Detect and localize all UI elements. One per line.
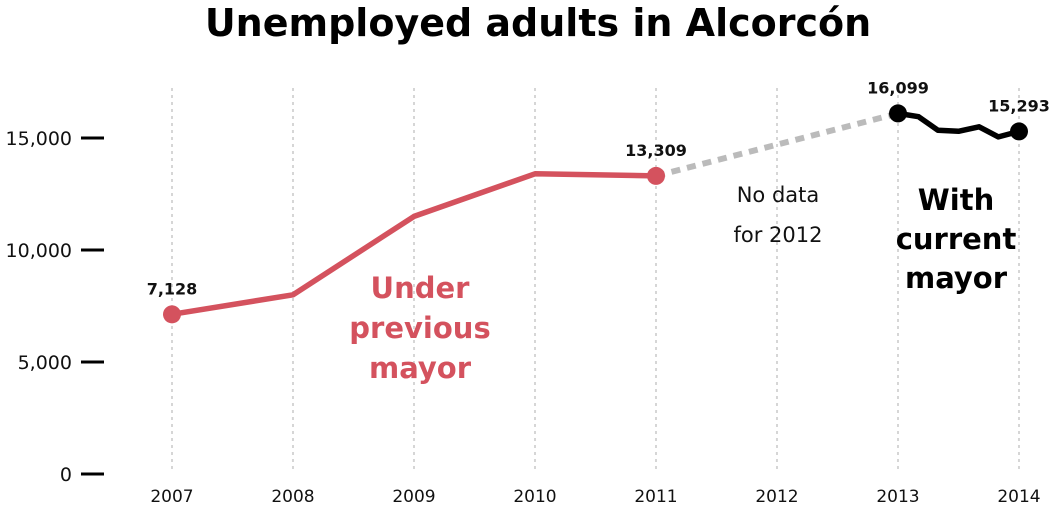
- annotation-current-mayor: With current mayor: [896, 183, 1017, 295]
- chart-title: Unemployed adults in Alcorcón: [205, 1, 871, 45]
- x-tick-label-2014: 2014: [997, 487, 1040, 507]
- no-data-connector: [655, 110, 899, 179]
- data-label-2013: 16,099: [867, 78, 929, 97]
- data-label-2011: 13,309: [625, 141, 687, 160]
- grid-layer: 2007 2008 2009 2010 2011 2012 2013 2014 0 5,000 10…: [6, 88, 1041, 507]
- current-mayor-line: [895, 110, 1022, 140]
- annotation-previous-mayor: Under previous mayor: [349, 271, 490, 385]
- y-tick-label-10000: 10,000: [6, 240, 72, 262]
- y-tick-label-0: 0: [60, 464, 72, 486]
- annotation-layer: No data for 2012 Under previous mayor With cur…: [349, 183, 1016, 385]
- x-tick-label-2013: 2013: [876, 487, 919, 507]
- x-tick-label-2008: 2008: [271, 487, 314, 507]
- data-label-2007: 7,128: [147, 279, 198, 298]
- x-tick-label-2009: 2009: [392, 487, 435, 507]
- y-tick-label-5000: 5,000: [18, 352, 72, 374]
- marker-2013: [889, 104, 907, 123]
- y-tick-label-15000: 15,000: [6, 128, 72, 150]
- labels-layer: 7,128 13,309 16,099 15,293: [147, 78, 1050, 298]
- marker-2011: [647, 166, 665, 185]
- x-tick-label-2012: 2012: [755, 487, 798, 507]
- x-tick-label-2010: 2010: [513, 487, 556, 507]
- series-layer: [163, 104, 1028, 324]
- annotation-no-data: No data for 2012: [734, 183, 823, 247]
- previous-mayor-line: [169, 171, 659, 318]
- x-tick-label-2007: 2007: [150, 487, 193, 507]
- marker-2007: [163, 305, 181, 324]
- data-label-2014: 15,293: [988, 96, 1050, 115]
- marker-2014: [1010, 122, 1028, 141]
- x-tick-label-2011: 2011: [634, 487, 677, 507]
